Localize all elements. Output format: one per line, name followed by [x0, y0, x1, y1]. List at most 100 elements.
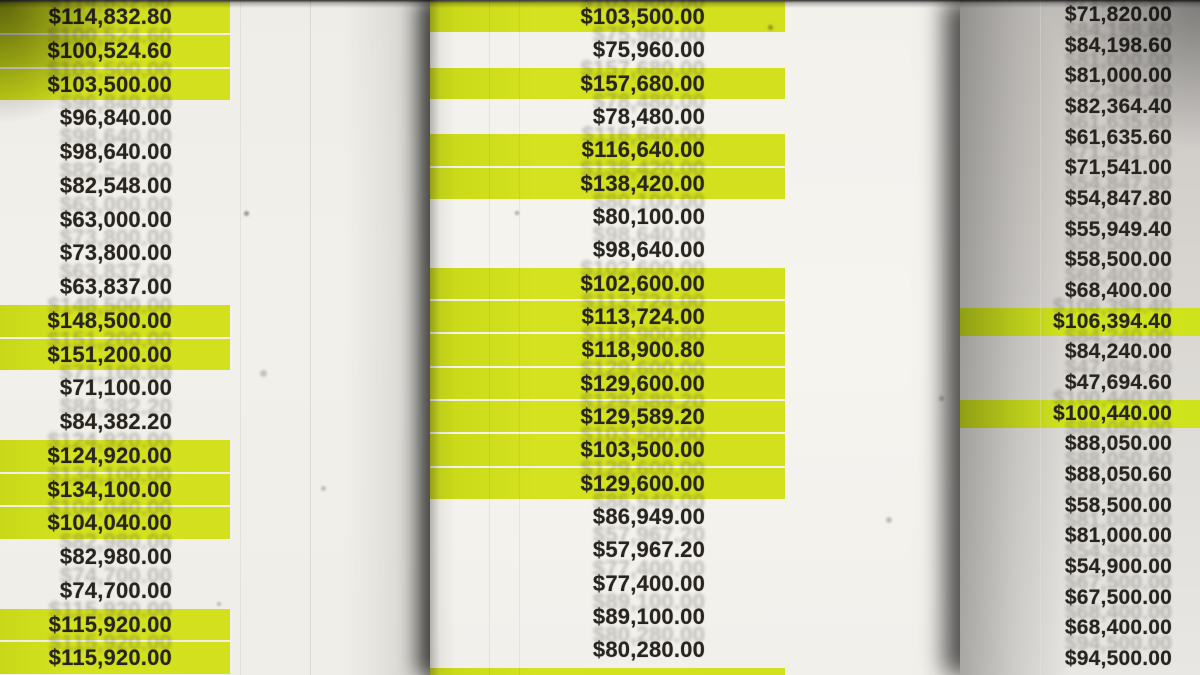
- cell-value: $98,640.00: [592, 237, 705, 263]
- table-row: $115,920.00: [0, 641, 430, 675]
- spreadsheet-panel-right: $71,820.00 $84,198.60 $81,000.00 $82,364.40…: [960, 0, 1200, 675]
- cell-value: $80,280.00: [592, 637, 705, 663]
- table-row: $55,949.40: [960, 215, 1200, 246]
- cell-value: $80,100.00: [592, 203, 705, 229]
- cell-value: $129,589.20: [580, 403, 705, 429]
- cell-value: $104,040.00: [47, 510, 172, 536]
- table-row: $88,050.60: [960, 460, 1200, 491]
- cell-value: $78,480.00: [592, 103, 705, 129]
- table-row: $124,920.00: [0, 439, 430, 473]
- cell-value: $138,420.00: [580, 170, 705, 196]
- table-row: $61,635.60: [960, 123, 1200, 154]
- table-row: $103,500.00: [430, 433, 960, 466]
- table-row: $80,100.00: [430, 200, 960, 233]
- table-row: $77,400.00: [430, 567, 960, 600]
- table-row: $114,832.80: [0, 0, 430, 34]
- table-row: $54,900.00: [960, 552, 1200, 583]
- cell-value: $73,800.00: [59, 240, 172, 266]
- table-row: $104,040.00: [0, 506, 430, 540]
- cell-value: $88,050.60: [1064, 463, 1172, 487]
- table-row: $129,589.20: [430, 400, 960, 433]
- table-row: $47,694.60: [960, 368, 1200, 399]
- cell-value: $86,949.00: [592, 503, 705, 529]
- table-row: $118,900.80: [430, 333, 960, 366]
- cell-value: $74,700.00: [59, 577, 172, 603]
- table-row: $100,524.60: [0, 34, 430, 68]
- table-row: $96,840.00: [0, 101, 430, 135]
- table-row: $84,240.00: [960, 337, 1200, 368]
- table-row: $103,500.00: [0, 68, 430, 102]
- cell-value: $57,967.20: [592, 537, 705, 563]
- cell-value: $82,548.00: [59, 172, 172, 198]
- cell-value: $100,524.60: [47, 37, 172, 63]
- table-row: $80,280.00: [430, 633, 960, 666]
- cell-value: $100,440.00: [1053, 401, 1172, 425]
- cell-value: $129,600.00: [580, 370, 705, 396]
- table-row: $157,680.00: [430, 67, 960, 100]
- cell-value: $115,920.00: [48, 645, 172, 671]
- table-row: $129,600.00: [430, 467, 960, 500]
- spreadsheet-panel-left: $114,832.80 $100,524.60 $103,500.00 $96,840…: [0, 0, 430, 675]
- table-row: $148,500.00: [0, 304, 430, 338]
- cell-value: $88,050.00: [1064, 432, 1172, 456]
- cell-value: $148,500.00: [47, 307, 172, 333]
- cell-value: $58,500.00: [1064, 493, 1172, 517]
- cell-value: $102,600.00: [580, 270, 705, 296]
- cell-value: $82,980.00: [59, 544, 172, 569]
- table-row: $113,724.00: [430, 300, 960, 333]
- table-row: $88,050.00: [960, 429, 1200, 460]
- cell-value: $61,635.60: [1064, 125, 1172, 149]
- cell-value: $81,000.00: [1064, 64, 1172, 88]
- cell-value: $113,724.00: [581, 303, 705, 329]
- cell-value: $103,500.00: [580, 437, 705, 463]
- table-row: $71,541.00: [960, 153, 1200, 184]
- table-row: $129,600.00: [430, 367, 960, 400]
- cell-value: $63,837.00: [59, 274, 172, 299]
- cell-value: $118,900.80: [581, 337, 705, 363]
- table-row: $86,949.00: [430, 500, 960, 533]
- cell-value: $106,394.40: [1053, 309, 1172, 333]
- table-row: $94,500.00: [960, 644, 1200, 675]
- table-row: $71,820.00: [960, 0, 1200, 31]
- cell-value: $81,000.00: [1064, 524, 1172, 548]
- table-row: $106,394.40: [960, 307, 1200, 338]
- cell-value: [430, 667, 960, 675]
- table-row: $74,700.00: [0, 574, 430, 608]
- table-row: $68,400.00: [960, 276, 1200, 307]
- cell-value: $67,500.00: [1064, 585, 1172, 609]
- cell-value: $98,640.00: [59, 139, 172, 164]
- table-row: $100,440.00: [960, 399, 1200, 430]
- cell-value: $84,198.60: [1064, 33, 1172, 57]
- cell-value: $68,400.00: [1064, 279, 1172, 303]
- cell-value: $84,240.00: [1064, 340, 1172, 364]
- cell-value: $75,960.00: [592, 37, 705, 63]
- cell-value: $157,680.00: [580, 70, 705, 96]
- cell-value: $63,000.00: [59, 206, 172, 232]
- table-row: $102,600.00: [430, 267, 960, 300]
- table-row: $82,548.00: [0, 169, 430, 203]
- table-row: $82,364.40: [960, 92, 1200, 123]
- cell-value: $71,541.00: [1064, 156, 1172, 180]
- cell-value: $116,640.00: [581, 137, 705, 163]
- table-row: $84,198.60: [960, 31, 1200, 62]
- cell-value: $129,600.00: [580, 470, 705, 496]
- cell-value: $55,949.40: [1064, 217, 1172, 241]
- table-row: $98,640.00: [430, 233, 960, 266]
- table-row: $138,420.00: [430, 167, 960, 200]
- table-row: $57,967.20: [430, 533, 960, 566]
- table-row: $81,000.00: [960, 61, 1200, 92]
- table-row: $115,920.00: [0, 608, 430, 642]
- table-row: $54,847.80: [960, 184, 1200, 215]
- cell-value: $82,364.40: [1064, 95, 1172, 119]
- table-row: $81,000.00: [960, 521, 1200, 552]
- table-row: $73,800.00: [0, 236, 430, 270]
- cell-value: $58,500.00: [1064, 248, 1172, 272]
- table-row: $89,100.00: [430, 600, 960, 633]
- spreadsheet-panel-middle: $103,500.00 $75,960.00 $157,680.00 $78,480.…: [430, 0, 960, 675]
- cell-value: $77,400.00: [592, 570, 705, 596]
- table-row: $71,100.00: [0, 371, 430, 405]
- cell-value: $71,100.00: [59, 375, 172, 401]
- table-row: $63,837.00: [0, 270, 430, 304]
- table-row: $68,400.00: [960, 613, 1200, 644]
